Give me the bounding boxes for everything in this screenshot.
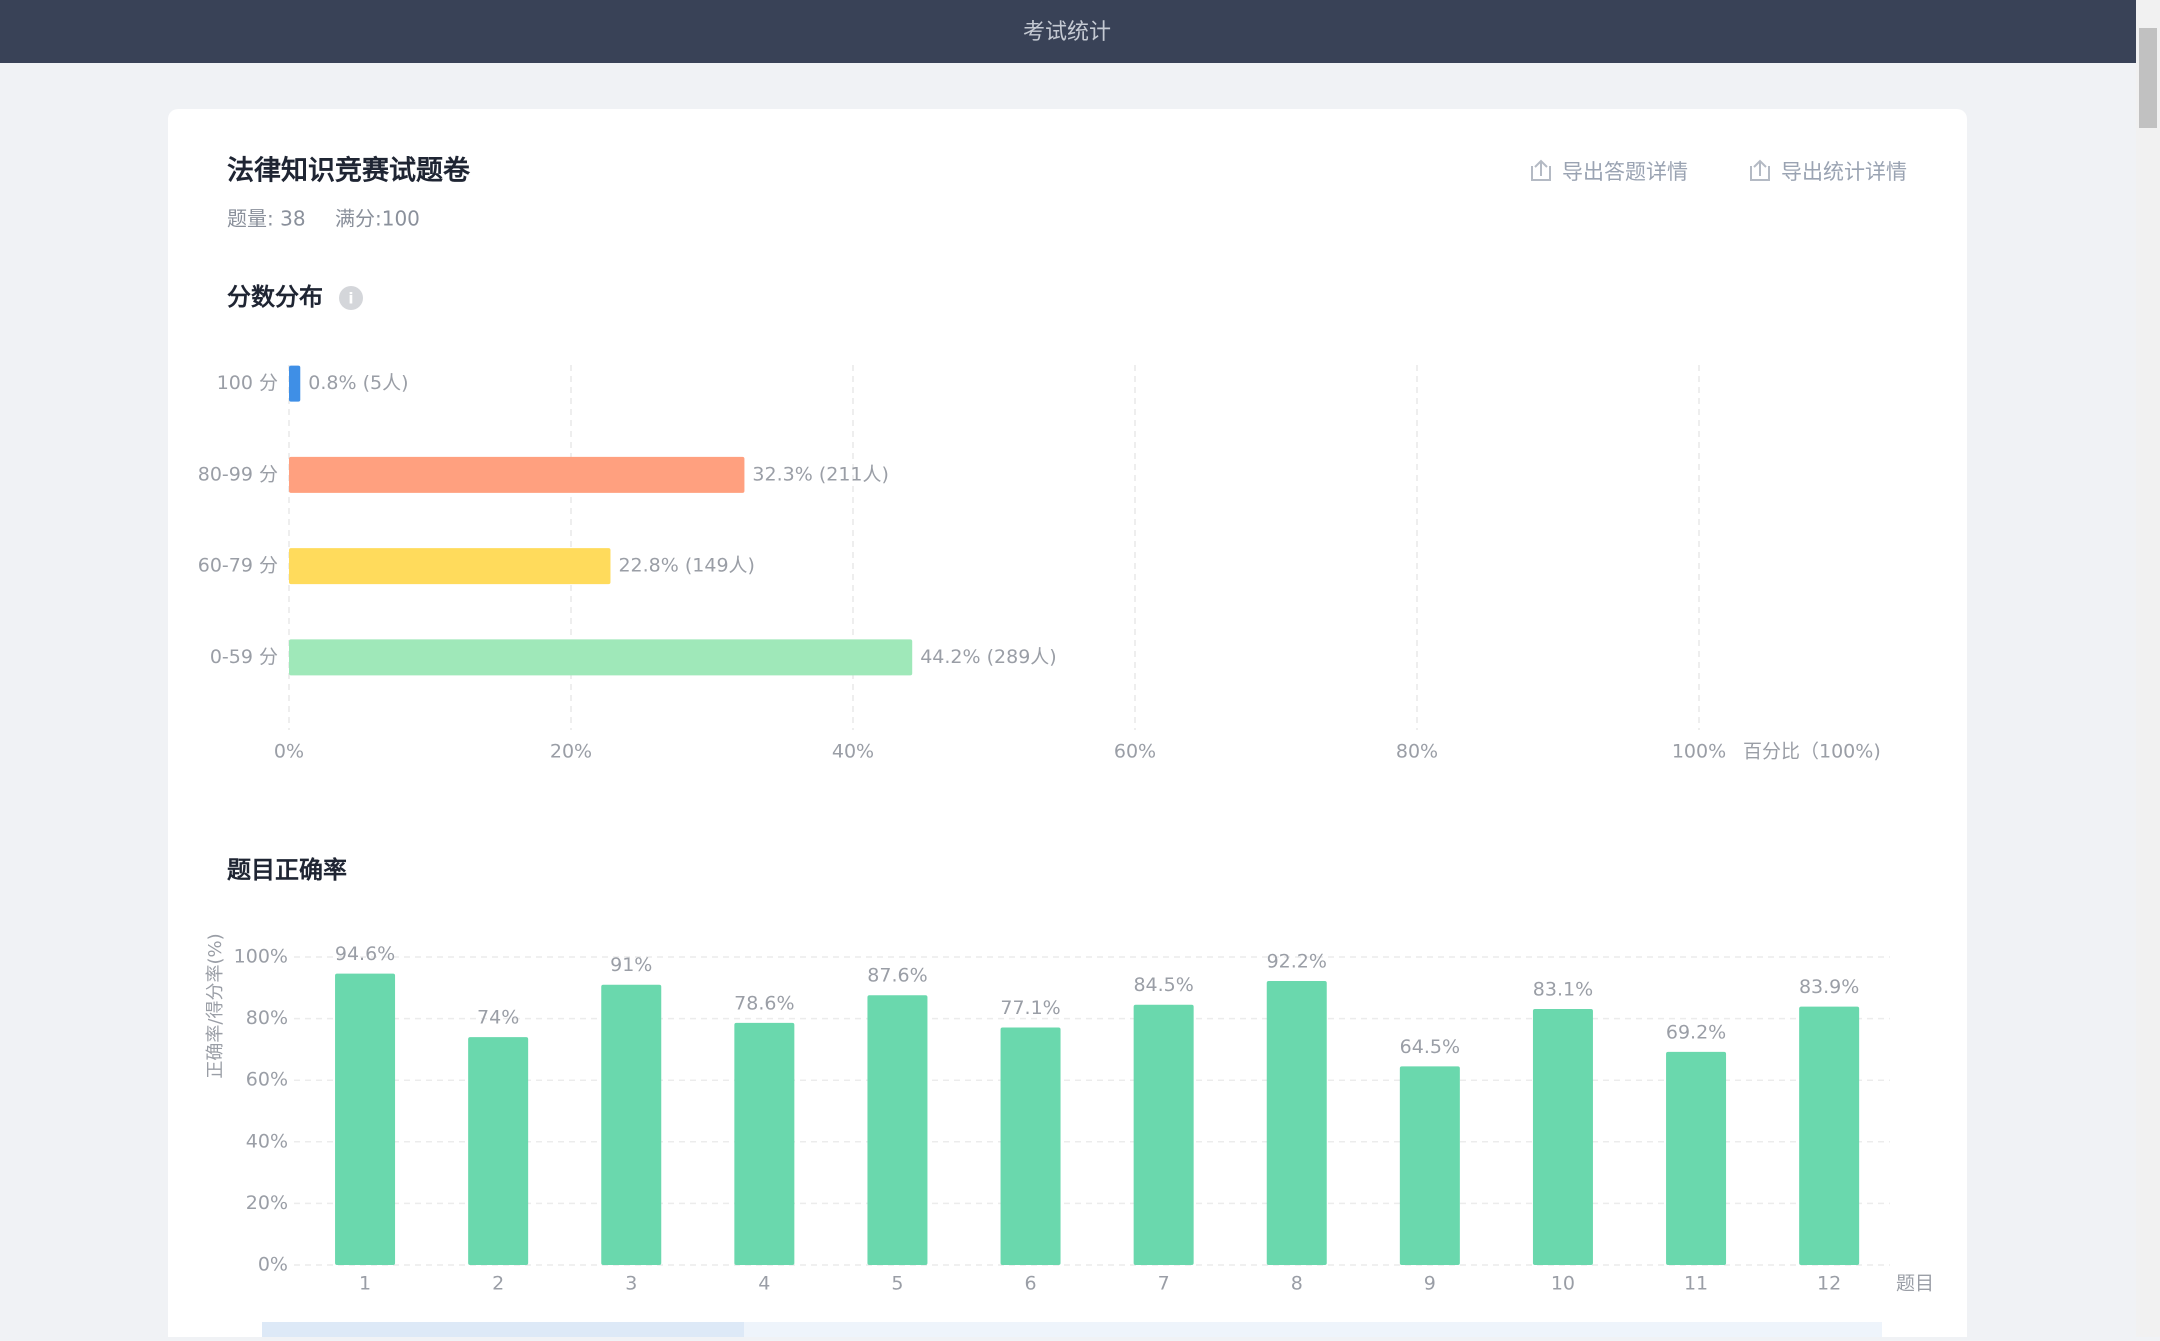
bar (1133, 1004, 1194, 1265)
bar (289, 639, 913, 676)
data-label: 83.1% (1533, 979, 1593, 1001)
y-tick-label: 0% (258, 1254, 288, 1276)
header-title: 考试统计 (1023, 20, 1111, 45)
bar (289, 456, 745, 493)
scrollbar[interactable] (2136, 0, 2160, 1337)
exam-title: 法律知识竞赛试题卷 (227, 155, 471, 187)
x-tick-label: 6 (1025, 1273, 1037, 1295)
x-tick-label: 4 (758, 1273, 770, 1295)
y-tick-label: 80% (246, 1007, 288, 1029)
export-icon[interactable] (1531, 159, 1551, 181)
export-button[interactable]: 导出答题详情 (1562, 160, 1688, 184)
bar (468, 1037, 529, 1265)
data-label: 74% (477, 1007, 519, 1029)
data-label: 78.6% (734, 992, 794, 1014)
zoom-handle[interactable] (262, 1322, 744, 1337)
bar (1532, 1009, 1593, 1265)
section-title: 分数分布 (227, 283, 323, 311)
bar (867, 995, 928, 1265)
data-label: 91% (610, 954, 652, 976)
data-label: 84.5% (1133, 974, 1193, 996)
export-icon[interactable] (1750, 159, 1770, 181)
bar (1666, 1051, 1727, 1265)
data-label: 92.2% (1267, 951, 1327, 973)
y-tick-label: 60-79 分 (198, 555, 278, 577)
data-label: 64.5% (1400, 1036, 1460, 1058)
axis-label: 百分比（100%) (1743, 741, 1881, 763)
bar (601, 984, 662, 1265)
x-tick-label: 10 (1551, 1273, 1575, 1295)
x-tick-label: 3 (625, 1273, 637, 1295)
bar (335, 973, 396, 1265)
x-tick-label: 0% (274, 741, 304, 763)
bar (1266, 981, 1327, 1265)
bar (1399, 1066, 1460, 1265)
info-icon[interactable] (339, 286, 363, 310)
data-label: 83.9% (1799, 976, 1859, 998)
data-label: 87.6% (867, 965, 927, 987)
bar (734, 1022, 795, 1265)
export-button[interactable]: 导出统计详情 (1781, 160, 1907, 184)
data-label: 69.2% (1666, 1021, 1726, 1043)
x-tick-label: 40% (832, 741, 874, 763)
bar (1000, 1027, 1061, 1265)
axis-label: 题目 (1896, 1273, 1934, 1295)
scroll-thumb[interactable] (2139, 28, 2157, 128)
exam-count: 题量: 38 (227, 207, 306, 231)
data-label: 44.2% (289人) (920, 646, 1057, 668)
x-tick-label: 11 (1684, 1273, 1708, 1295)
x-tick-label: 20% (550, 741, 592, 763)
section-title: 题目正确率 (227, 856, 347, 884)
data-label: 22.8% (149人) (618, 555, 755, 577)
y-tick-label: 100 分 (217, 372, 278, 394)
data-label: 94.6% (335, 943, 395, 965)
data-label: 0.8% (5人) (308, 372, 408, 394)
bar (289, 365, 301, 402)
bar (1799, 1006, 1860, 1265)
x-tick-label: 12 (1817, 1273, 1841, 1295)
x-tick-label: 80% (1396, 741, 1438, 763)
axis-label: 正确率/得分率(%) (205, 933, 226, 1078)
x-tick-label: 5 (891, 1273, 903, 1295)
y-tick-label: 20% (246, 1192, 288, 1214)
y-tick-label: 0-59 分 (210, 646, 278, 668)
header-bar (0, 0, 2160, 63)
exam-full: 满分:100 (335, 207, 420, 231)
x-tick-label: 1 (359, 1273, 371, 1295)
x-tick-label: 9 (1424, 1273, 1436, 1295)
bar (289, 548, 611, 585)
x-tick-label: 60% (1114, 741, 1156, 763)
x-tick-label: 100% (1672, 741, 1726, 763)
y-tick-label: 100% (234, 946, 288, 968)
data-label: 77.1% (1000, 997, 1060, 1019)
x-tick-label: 2 (492, 1273, 504, 1295)
y-tick-label: 40% (246, 1130, 288, 1152)
y-tick-label: 80-99 分 (198, 463, 278, 485)
info-glyph[interactable]: i (348, 290, 353, 308)
x-tick-label: 8 (1291, 1273, 1303, 1295)
y-tick-label: 60% (246, 1069, 288, 1091)
data-label: 32.3% (211人) (752, 463, 889, 485)
x-tick-label: 7 (1158, 1273, 1170, 1295)
